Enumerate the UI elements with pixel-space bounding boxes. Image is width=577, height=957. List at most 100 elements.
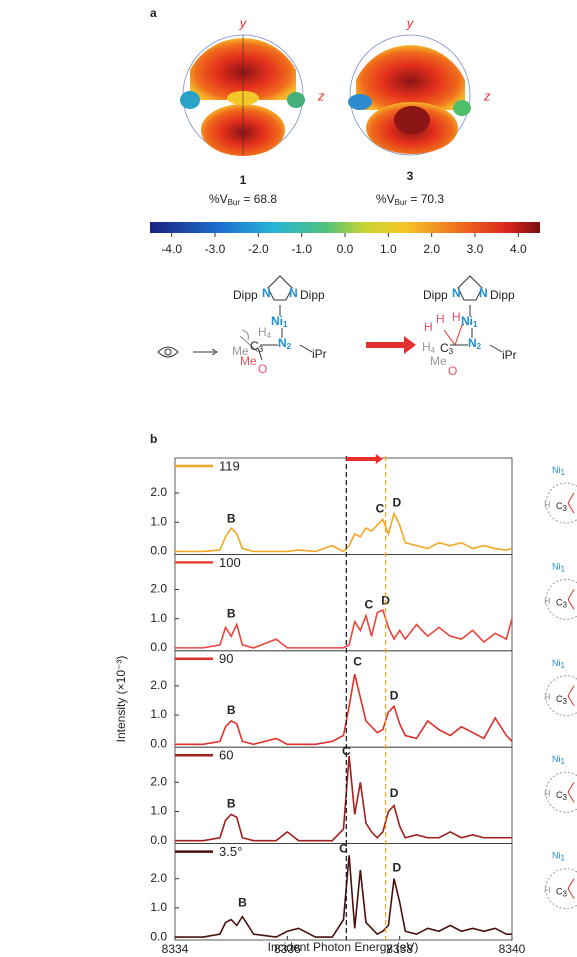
colorbar-tick-label: 1.0 (380, 242, 397, 256)
side-atom: Ni1 (552, 465, 566, 477)
side-atom: H (544, 596, 551, 606)
side-atom: Ni1 (552, 658, 566, 670)
side-bond (567, 492, 575, 514)
vbur-value: = 70.3 (407, 192, 444, 206)
atom: Ni (271, 314, 283, 328)
spectrum-line (175, 855, 512, 938)
scheme-labels: Dipp N N Dipp Ni1 N2 iPr H4 C3 Me Me O D… (232, 286, 517, 378)
peak-label: B (227, 796, 236, 810)
y-tick-label: 1.0 (150, 707, 167, 721)
side-atom: H (544, 499, 551, 509)
x-axis-label: Incident Photon Energy (eV) (268, 940, 419, 954)
subscript: 3 (449, 347, 454, 356)
peak-label: D (390, 786, 399, 800)
y-tick-label: 2.0 (150, 582, 167, 596)
side-subscript: 3 (563, 697, 568, 706)
colorbar-ticks: -4.0 -3.0 -2.0 -1.0 0.0 1.0 2.0 3.0 4.0 (161, 233, 527, 256)
axis-label: y (239, 15, 248, 30)
atom: Ni (461, 314, 473, 328)
x-tick-label: 8338 (386, 942, 413, 956)
compound-label: 1 (240, 173, 247, 187)
y-tick-label: 2.0 (150, 774, 167, 788)
side-atom: C (556, 791, 563, 801)
x-tick-label: 8334 (162, 942, 189, 956)
y-tick-label: 1.0 (150, 611, 167, 625)
atom: H4 (422, 340, 436, 355)
atom: Ni1 (271, 314, 288, 329)
vbur-sub: Bur (395, 198, 408, 207)
peak-label: B (227, 606, 236, 620)
steric-map (348, 34, 471, 156)
y-tick-label: 2.0 (150, 678, 167, 692)
peak-label: C (376, 501, 385, 515)
colorbar-tick-label: 2.0 (423, 242, 440, 256)
side-atom: Ni (552, 755, 561, 765)
colorbar (150, 222, 540, 233)
steric-map (180, 34, 305, 156)
side-subscript: 1 (561, 565, 566, 574)
atom: N (278, 336, 287, 350)
x-tick-label: 8340 (499, 942, 526, 956)
y-tick-label: 2.0 (150, 485, 167, 499)
side-subscript: 3 (563, 601, 568, 610)
side-bond (567, 685, 575, 707)
legend-label: 90 (219, 651, 233, 666)
colorbar-tick-label: 4.0 (510, 242, 527, 256)
side-atom: C (556, 501, 563, 511)
legend-label: 3.5° (219, 844, 242, 859)
atom: Me (232, 344, 249, 358)
side-circle (545, 771, 577, 813)
spectrum-line (175, 673, 513, 746)
peak-label: D (390, 688, 399, 702)
legend-label: 60 (219, 748, 233, 763)
vbur-prefix: %V (209, 192, 228, 206)
y-tick-label: 0.0 (150, 736, 167, 750)
axis-label: z (483, 88, 491, 103)
atom: H (452, 310, 461, 324)
peak-label: C (364, 598, 373, 612)
y-axis-label: Intensity (×10⁻³) (114, 656, 128, 743)
plot-frame (174, 843, 513, 941)
side-atom: C3 (556, 694, 568, 706)
y-tick-label: 1.0 (150, 804, 167, 818)
colorbar-tick-label: -3.0 (205, 242, 226, 256)
subscript: 1 (473, 320, 478, 329)
y-tick-label: 0.0 (150, 640, 167, 654)
subscript: 2 (477, 342, 482, 351)
peak-label: D (393, 495, 402, 509)
panel-label: a (150, 6, 157, 20)
side-atom: Ni (552, 465, 561, 475)
colorbar-tick-label: -4.0 (161, 242, 182, 256)
peak-label: C (339, 842, 348, 856)
legend-label: 100 (219, 555, 241, 570)
compound-label: 3 (407, 169, 414, 183)
peak-label: B (227, 512, 236, 526)
atom: N (289, 286, 298, 300)
side-atom: H (544, 885, 551, 895)
atom: O (448, 364, 457, 378)
peak-label: C (342, 744, 351, 758)
side-atom: C3 (556, 887, 568, 899)
spectra: 0.01.02.0119BCD0.01.02.0100BCD0.01.02.09… (150, 454, 577, 956)
atom: H4 (258, 325, 272, 340)
atom: iPr (312, 347, 327, 361)
vbur-value: = 68.8 (240, 192, 277, 206)
subscript: 3 (259, 345, 264, 354)
side-subscript: 3 (563, 890, 568, 899)
atom: Dipp (300, 288, 325, 302)
y-tick-label: 0.0 (150, 929, 167, 943)
atom: O (258, 362, 267, 376)
atom: H (436, 312, 445, 326)
side-circle (545, 578, 577, 620)
legend-label: 119 (219, 458, 240, 473)
side-atom: C3 (556, 501, 568, 513)
peak-label: B (227, 703, 236, 717)
atom: N2 (468, 336, 482, 351)
side-subscript: 1 (561, 854, 566, 863)
colorbar-tick-label: -2.0 (248, 242, 269, 256)
atom: N (479, 286, 488, 300)
y-tick-label: 0.0 (150, 833, 167, 847)
side-circle (545, 868, 577, 910)
side-atom: Ni (552, 851, 561, 861)
